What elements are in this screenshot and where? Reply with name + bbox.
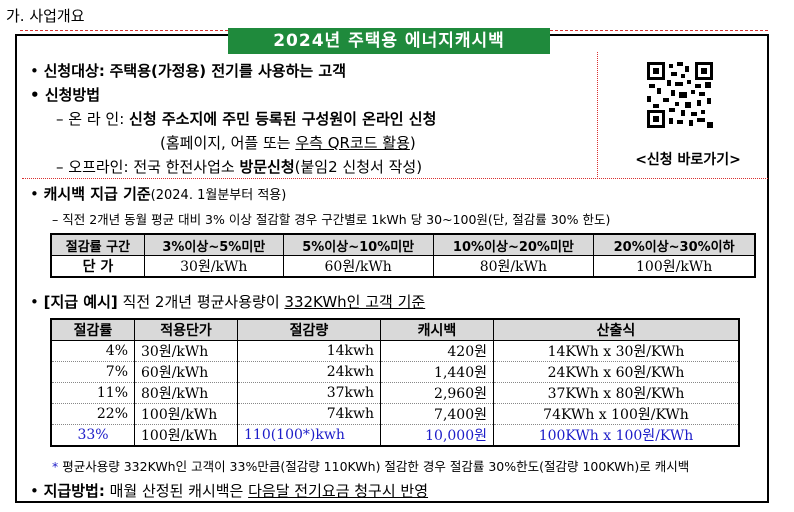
- payment-text-a: 매월 산정된 캐시백은: [109, 482, 249, 500]
- cell-cashback: 7,400원: [380, 403, 494, 425]
- footnote-mark: *: [52, 459, 59, 474]
- cell-unit-price: 100원/kWh: [134, 403, 238, 425]
- online-label: – 온 라 인:: [56, 110, 125, 128]
- example-header-cell: 절감률: [50, 318, 135, 341]
- online-sub-suffix: ): [409, 134, 416, 152]
- qr-code-icon[interactable]: [647, 62, 713, 128]
- method-row: • 신청방법: [30, 86, 101, 104]
- example-row: • [지급 예시] 직전 2개년 평균사용량이 332KWh인 고객 기준: [30, 293, 426, 311]
- criteria-row: • 캐시백 지급 기준(2024. 1월분부터 적용): [30, 185, 287, 203]
- qr-box: [597, 52, 768, 179]
- example-header-cell: 캐시백: [380, 318, 494, 341]
- table-row: 22% 100원/kWh 74kwh 7,400원 74KWh x 100원/K…: [50, 403, 740, 425]
- offline-text-b: 방문신청: [239, 158, 295, 176]
- cell-unit-price: 30원/kWh: [134, 340, 238, 362]
- online-sub-prefix: (홈페이지, 어플 또는: [160, 134, 296, 152]
- rate-header-cell: 3%이상~5%미만: [143, 233, 284, 256]
- cell-reduction: 14kwh: [237, 340, 381, 362]
- cell-reduction: 110(100*)kwh: [237, 424, 381, 446]
- cell-formula: 14KWh x 30원/KWh: [493, 340, 740, 362]
- rate-table: 절감률 구간 3%이상~5%미만 5%이상~10%미만 10%이상~20%미만 …: [50, 233, 756, 278]
- rate-header-cell: 10%이상~20%미만: [432, 233, 595, 256]
- criteria-label: 캐시백 지급 기준: [43, 185, 151, 203]
- online-text: 신청 주소지에 주민 등록된 구성원이 온라인 신청: [129, 110, 437, 128]
- method-label: 신청방법: [44, 86, 101, 104]
- rate-header-cell: 절감률 구간: [50, 233, 145, 256]
- cell-rate: 4%: [50, 340, 135, 362]
- example-header-cell: 절감량: [237, 318, 381, 341]
- table-row: 7% 60원/kWh 24kwh 1,440원 24KWh x 60원/KWh: [50, 361, 740, 383]
- rate-cell: 30원/kWh: [143, 255, 284, 278]
- payment-label: 지급방법:: [43, 482, 105, 500]
- offline-label: – 오프라인:: [56, 158, 129, 176]
- rate-table-header: 절감률 구간 3%이상~5%미만 5%이상~10%미만 10%이상~20%미만 …: [50, 233, 756, 256]
- rate-header-cell: 20%이상~30%이하: [593, 233, 756, 256]
- target-label: 신청대상:: [43, 62, 105, 80]
- example-table-header: 절감률 적용단가 절감량 캐시백 산출식: [50, 318, 740, 341]
- payment-text-b: 다음달 전기요금 청구시 반영: [248, 482, 429, 500]
- cell-unit-price: 60원/kWh: [134, 361, 238, 383]
- cell-formula: 37KWh x 80원/KWh: [493, 382, 740, 404]
- cell-unit-price: 80원/kWh: [134, 382, 238, 404]
- rate-table-row: 단 가 30원/kWh 60원/kWh 80원/kWh 100원/kWh: [50, 255, 756, 278]
- example-text-b: 332KWh인 고객 기준: [284, 293, 426, 311]
- cell-formula: 74KWh x 100원/KWh: [493, 403, 740, 425]
- qr-caption: <신청 바로가기>: [635, 152, 741, 168]
- footnote: * 평균사용량 332KWh인 고객이 33%만큼(절감량 110KWh) 절감…: [52, 456, 689, 475]
- rate-header-cell: 5%이상~10%미만: [282, 233, 434, 256]
- cell-rate: 7%: [50, 361, 135, 383]
- cell-rate: 11%: [50, 382, 135, 404]
- page-title: 2024년 주택용 에너지캐시백: [228, 28, 550, 54]
- cell-cashback: 10,000원: [380, 424, 494, 446]
- section-divider: [22, 178, 598, 179]
- offline-text-a: 전국 한전사업소: [133, 158, 240, 176]
- example-header-cell: 산출식: [493, 318, 740, 341]
- target-text: 주택용(가정용) 전기를 사용하는 고객: [109, 62, 346, 80]
- rate-cell: 80원/kWh: [432, 255, 595, 278]
- example-label: [지급 예시]: [43, 293, 118, 311]
- example-table: 절감률 적용단가 절감량 캐시백 산출식 4% 30원/kWh 14kwh 42…: [50, 318, 740, 447]
- cell-cashback: 1,440원: [380, 361, 494, 383]
- cell-rate: 22%: [50, 403, 135, 425]
- rate-cell: 60원/kWh: [282, 255, 434, 278]
- table-row: 11% 80원/kWh 37kwh 2,960원 37KWh x 80원/KWh: [50, 382, 740, 404]
- cell-reduction: 74kwh: [237, 403, 381, 425]
- qr-link[interactable]: 우측 QR코드 활용: [295, 134, 410, 152]
- cell-reduction: 24kwh: [237, 361, 381, 383]
- table-row-highlight: 33% 100원/kWh 110(100*)kwh 10,000원 100KWh…: [50, 424, 740, 446]
- online-sub-row: (홈페이지, 어플 또는 우측 QR코드 활용): [160, 132, 416, 153]
- example-text-a: 직전 2개년 평균사용량이: [122, 293, 285, 311]
- criteria-note: (2024. 1월분부터 적용): [150, 188, 287, 203]
- example-header-cell: 적용단가: [134, 318, 238, 341]
- cell-unit-price: 100원/kWh: [134, 424, 238, 446]
- rate-cell: 100원/kWh: [593, 255, 756, 278]
- target-row: • 신청대상: 주택용(가정용) 전기를 사용하는 고객: [30, 62, 346, 80]
- offline-text-c: (붙임2 신청서 작성): [294, 158, 423, 176]
- table-row: 4% 30원/kWh 14kwh 420원 14KWh x 30원/KWh: [50, 340, 740, 362]
- criteria-desc: – 직전 2개년 동월 평균 대비 3% 이상 절감할 경우 구간별로 1kWh…: [52, 212, 611, 227]
- cell-cashback: 420원: [380, 340, 494, 362]
- cell-reduction: 37kwh: [237, 382, 381, 404]
- section-heading: 가. 사업개요: [6, 7, 85, 25]
- rate-row-label: 단 가: [50, 255, 145, 278]
- cell-formula: 24KWh x 60원/KWh: [493, 361, 740, 383]
- cell-rate: 33%: [50, 424, 135, 446]
- payment-row: • 지급방법: 매월 산정된 캐시백은 다음달 전기요금 청구시 반영: [30, 482, 429, 500]
- cell-formula: 100KWh x 100원/KWh: [493, 424, 740, 446]
- online-row: – 온 라 인: 신청 주소지에 주민 등록된 구성원이 온라인 신청: [56, 108, 436, 129]
- offline-row: – 오프라인: 전국 한전사업소 방문신청(붙임2 신청서 작성): [56, 156, 422, 177]
- footnote-text: 평균사용량 332KWh인 고객이 33%만큼(절감량 110KWh) 절감한 …: [62, 459, 690, 474]
- cell-cashback: 2,960원: [380, 382, 494, 404]
